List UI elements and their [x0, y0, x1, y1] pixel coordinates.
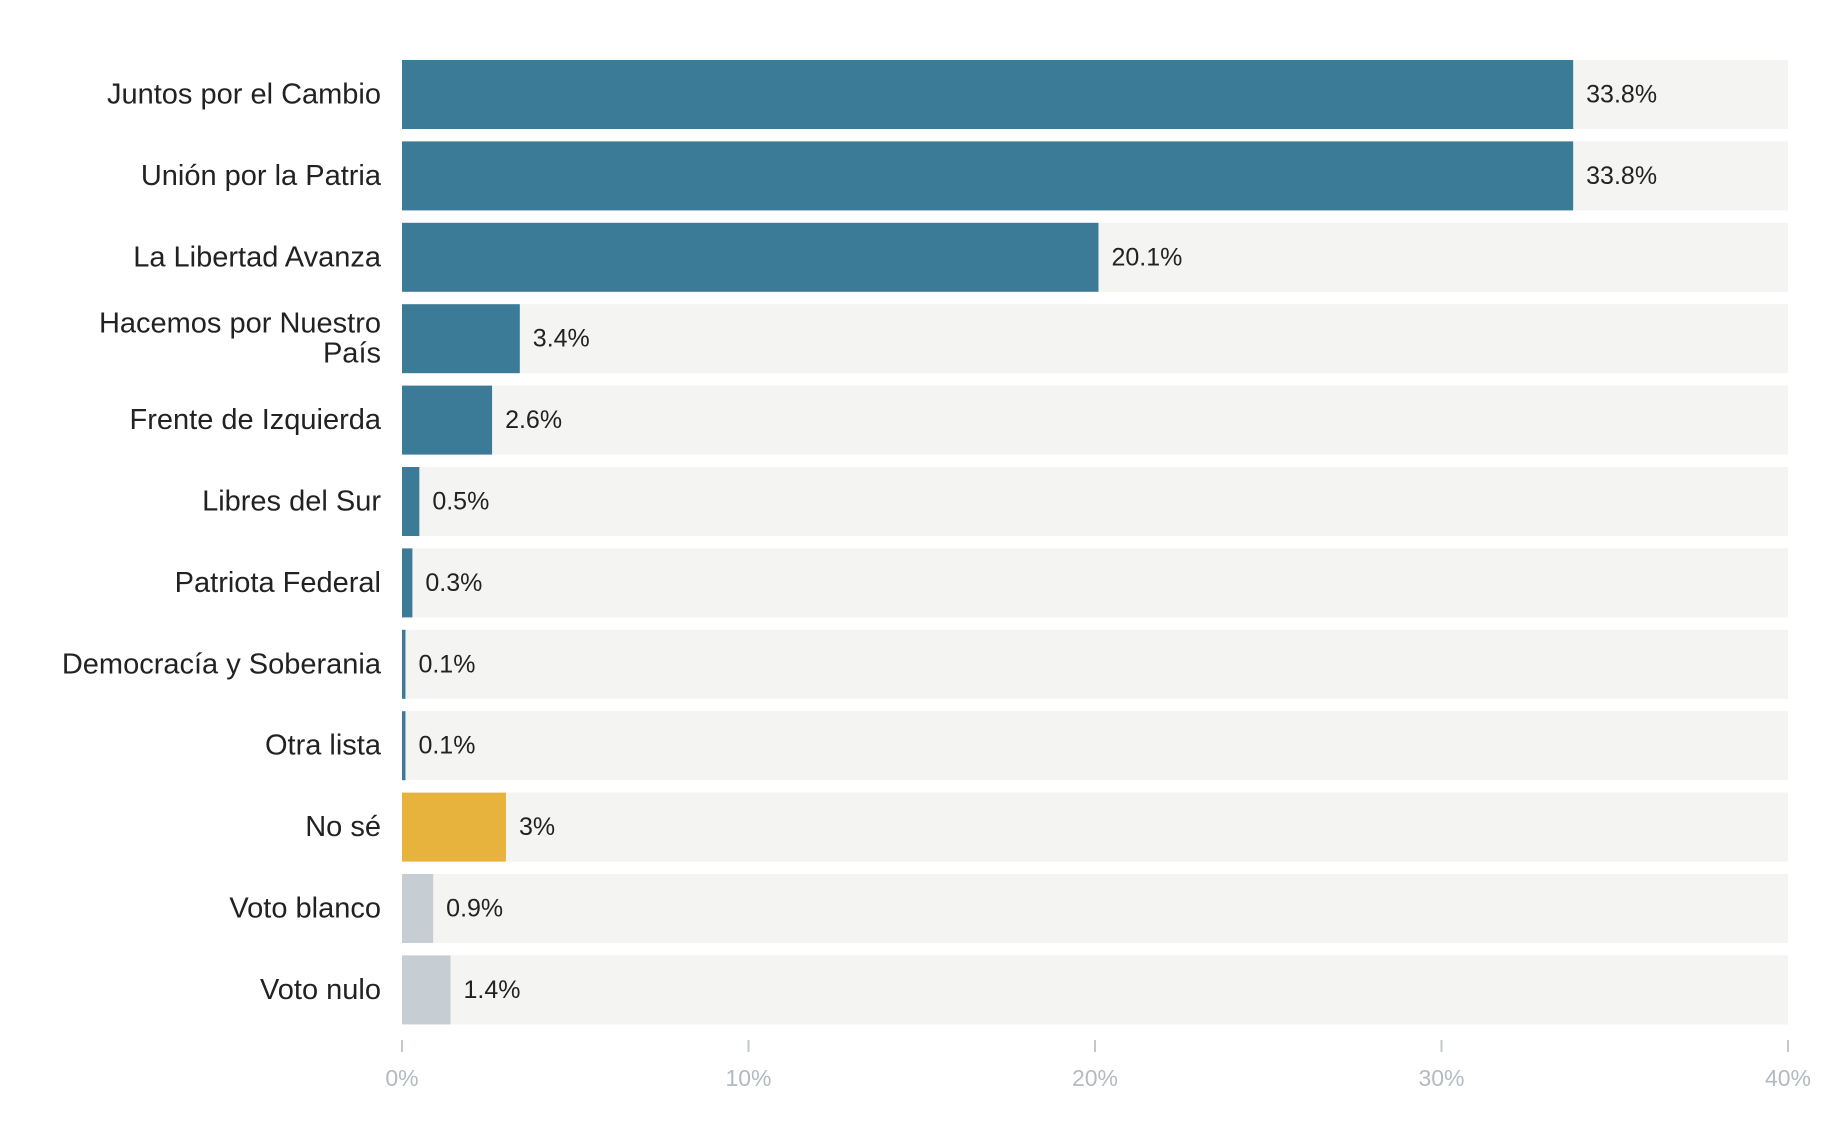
category-label: Unión por la Patria	[141, 160, 382, 192]
bar-track	[402, 385, 1788, 455]
category-label: Otra lista	[265, 730, 382, 762]
bar	[402, 467, 420, 536]
data-label: 1.4%	[464, 976, 521, 1004]
category-label: Libres del Sur	[202, 486, 381, 518]
bar-track	[402, 304, 1788, 374]
category-label: Voto blanco	[229, 893, 381, 925]
bar-track	[402, 711, 1788, 781]
x-tick-label: 0%	[385, 1065, 418, 1091]
category-label: Frente de Izquierda	[130, 404, 382, 436]
bar	[402, 222, 1099, 292]
bar-track	[402, 874, 1788, 943]
bar-track	[402, 792, 1788, 862]
data-label: 33.8%	[1586, 162, 1657, 190]
data-label: 33.8%	[1586, 81, 1657, 109]
bar	[402, 792, 506, 862]
x-tick-label: 10%	[725, 1065, 771, 1091]
x-tick-label: 30%	[1418, 1065, 1464, 1091]
bar	[402, 60, 1574, 129]
category-label: Voto nulo	[260, 974, 381, 1006]
bar	[402, 711, 406, 781]
data-label: 3%	[519, 813, 555, 841]
bar	[402, 548, 413, 618]
bar	[402, 304, 520, 374]
data-label: 0.3%	[425, 569, 482, 597]
category-label: Hacemos por Nuestro País	[99, 308, 381, 370]
bar-track	[402, 467, 1788, 536]
x-tick-label: 20%	[1072, 1065, 1118, 1091]
bar	[402, 955, 451, 1025]
data-label: 0.5%	[432, 488, 489, 516]
data-label: 2.6%	[505, 406, 562, 434]
bar-track	[402, 548, 1788, 618]
category-label: Democracía y Soberania	[62, 648, 382, 680]
bar	[402, 141, 1574, 211]
data-label: 0.9%	[446, 895, 503, 923]
data-label: 0.1%	[418, 732, 475, 760]
category-label: Juntos por el Cambio	[107, 79, 381, 111]
data-label: 20.1%	[1111, 243, 1182, 271]
data-label: 3.4%	[533, 325, 590, 353]
bar	[402, 385, 493, 455]
bar	[402, 874, 434, 943]
category-label: Patriota Federal	[175, 567, 381, 599]
category-label: No sé	[305, 811, 381, 843]
bar	[402, 629, 406, 699]
data-label: 0.1%	[418, 650, 475, 678]
x-tick-label: 40%	[1765, 1065, 1811, 1091]
category-label: La Libertad Avanza	[133, 241, 382, 273]
bar-track	[402, 955, 1788, 1025]
bar-track	[402, 629, 1788, 699]
